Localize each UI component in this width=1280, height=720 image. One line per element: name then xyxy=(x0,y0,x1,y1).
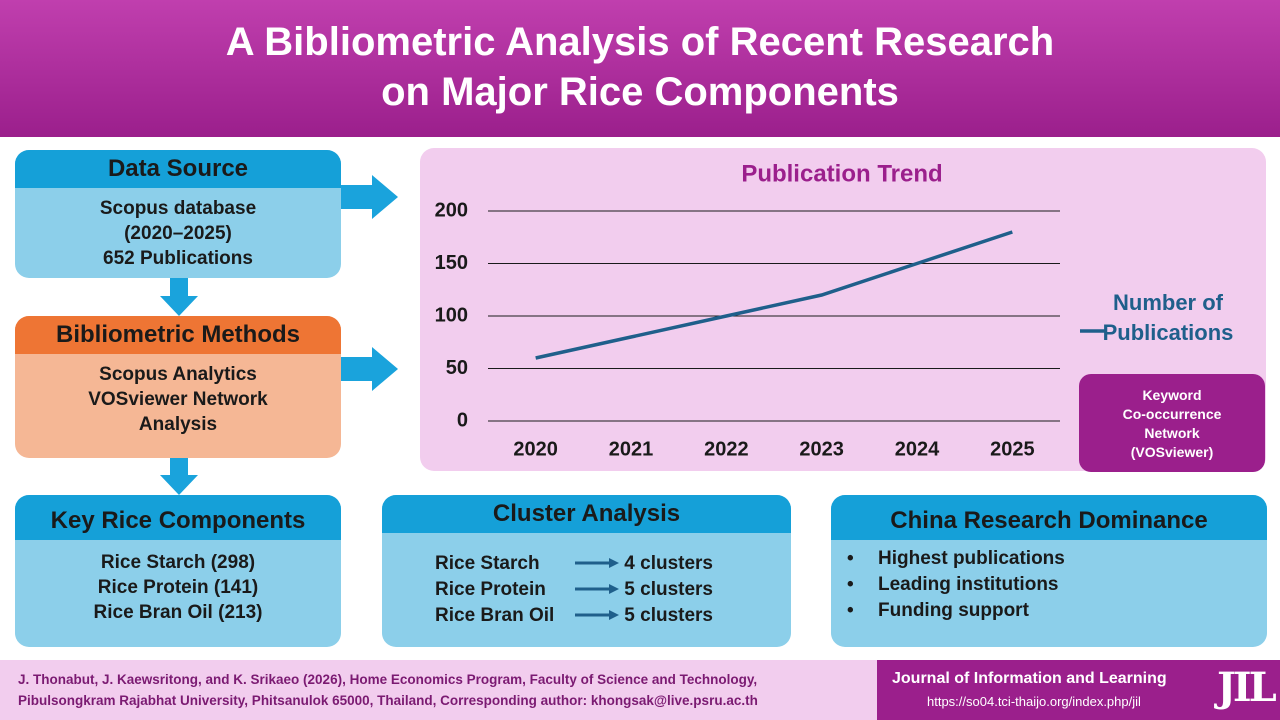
box-title: China Research Dominance xyxy=(831,495,1267,540)
journal-url: https://so04.tci-thaijo.org/index.php/ji… xyxy=(927,694,1141,709)
name: Rice Bran Oil xyxy=(435,605,555,626)
arrow xyxy=(160,278,198,316)
line: Co-occurrence xyxy=(1122,406,1222,422)
arrow xyxy=(160,458,198,495)
line: Keyword xyxy=(1142,387,1202,403)
footer-citation: J. Thonabut, J. Kaewsritong, and K. Srik… xyxy=(0,660,877,720)
logo: JIL xyxy=(1217,664,1277,711)
box-title: Cluster Analysis xyxy=(382,495,791,533)
china-box: China Research Dominance • Highest public… xyxy=(831,495,1267,647)
journal-name: Journal of Information and Learning xyxy=(892,670,1167,687)
title-line: on Major Rice Components xyxy=(381,70,899,114)
components-box: Key Rice Components Rice Starch (298) Ri… xyxy=(15,495,341,647)
row: Rice Protein 5 clusters xyxy=(435,577,791,603)
result: 5 clusters xyxy=(624,605,714,626)
row: Rice Starch 4 clusters xyxy=(435,551,791,577)
line: VOSviewer Network xyxy=(88,389,268,410)
line: Scopus database xyxy=(99,198,257,219)
arrow xyxy=(575,558,619,568)
row: Rice Bran Oil 5 clusters xyxy=(435,603,791,629)
box-body: Scopus database (2020–2025) 652 Publicat… xyxy=(15,188,341,271)
item: Highest publications xyxy=(878,548,1065,569)
item: Funding support xyxy=(878,600,1029,621)
keyword-box: Keyword Co-occurrence Network (VOSviewer… xyxy=(1079,374,1265,472)
line: Network xyxy=(1144,425,1200,441)
box-body: Rice Starch 4 clusters Rice Protein 5 cl… xyxy=(382,533,791,629)
bullet: • Leading institutions xyxy=(847,574,1059,595)
data-source-box: Data Source Scopus database (2020–2025) … xyxy=(15,150,341,278)
footer-journal: Journal of Information and Learning http… xyxy=(877,660,1280,720)
line: 652 Publications xyxy=(103,248,253,269)
bullet: • Funding support xyxy=(847,600,1029,621)
title-line: A Bibliometric Analysis of Recent Resear… xyxy=(225,20,1055,64)
box-body: Rice Starch (298) Rice Protein (141) Ric… xyxy=(15,540,341,625)
result: 4 clusters xyxy=(624,553,714,574)
legend: Number of Publications xyxy=(1078,288,1258,348)
item: Rice Protein (141) xyxy=(97,577,259,598)
name: Rice Protein xyxy=(435,579,546,600)
arrow xyxy=(575,584,619,594)
line: Analysis xyxy=(138,414,218,435)
bullet-list: • Highest publications • Leading instituti… xyxy=(831,540,1267,624)
line: Scopus Analytics xyxy=(99,364,257,385)
item: Rice Starch (298) xyxy=(100,552,256,573)
item: Rice Bran Oil (213) xyxy=(93,602,263,623)
line: (VOSviewer) xyxy=(1130,444,1214,460)
citation-line: J. Thonabut, J. Kaewsritong, and K. Srik… xyxy=(18,672,758,687)
box-title: Key Rice Components xyxy=(15,495,341,540)
arrow xyxy=(341,347,398,391)
legend-label: Number of Publications xyxy=(1102,290,1234,345)
methods-box: Bibliometric Methods Scopus Analytics VO… xyxy=(15,316,341,458)
box-body: Scopus Analytics VOSviewer Network Analy… xyxy=(15,354,341,437)
bullet: • Highest publications xyxy=(847,548,1065,569)
item: Leading institutions xyxy=(878,574,1059,595)
cluster-box: Cluster Analysis Rice Starch 4 clusters … xyxy=(382,495,791,647)
arrow xyxy=(575,610,619,620)
result: 5 clusters xyxy=(624,579,714,600)
citation-line: Pibulsongkram Rajabhat University, Phits… xyxy=(18,693,758,708)
line: (2020–2025) xyxy=(124,223,232,244)
box-title: Bibliometric Methods xyxy=(15,316,341,354)
box-title: Data Source xyxy=(15,150,341,188)
arrow xyxy=(341,175,398,219)
header: A Bibliometric Analysis of Recent Resear… xyxy=(0,0,1280,137)
name: Rice Starch xyxy=(435,553,540,574)
